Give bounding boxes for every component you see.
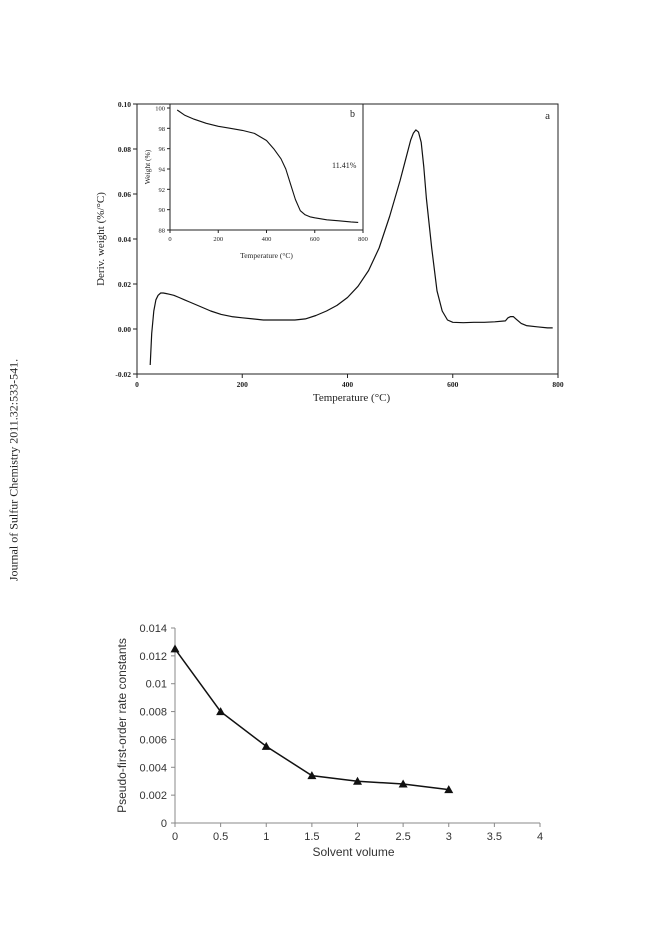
data-point-marker: [353, 776, 362, 785]
y-tick-label: 0.014: [139, 623, 167, 635]
inset-y-tick-label: 92: [159, 187, 166, 194]
inset-y-tick-label: 98: [159, 126, 166, 133]
y-tick-label: 0.01: [146, 679, 167, 691]
x-tick-label: 1.5: [304, 831, 319, 843]
series-line-weight: [176, 109, 359, 223]
inset-frame: [169, 103, 364, 231]
y-axis-label: Pseudo-first-order rate constants: [115, 638, 129, 813]
chart-tga-derivative: -0.02 0.00 0.02 0.04 0.06 0.08 0.10 0 200 400 600 8…: [95, 100, 564, 404]
x-tick-label: 600: [447, 380, 459, 389]
x-tick-label: 0.5: [213, 831, 228, 843]
x-tick-label: 0: [172, 831, 178, 843]
y-tick-label: 0.06: [118, 190, 131, 199]
inset-x-tick-label: 600: [310, 236, 320, 243]
data-point-marker: [398, 779, 408, 788]
panel-label-a: a: [545, 110, 550, 122]
inset-x-axis-label: Temperature (°C): [240, 251, 293, 260]
series-line-rate: [174, 648, 449, 791]
x-tick-label: 4: [537, 831, 543, 843]
x-tick-label: 3: [446, 831, 452, 843]
data-point-marker: [170, 644, 180, 653]
y-tick-label: 0.00: [118, 325, 131, 334]
x-axis-label: Temperature (°C): [313, 392, 391, 404]
x-tick-label: 800: [552, 380, 564, 389]
x-tick-label: 0: [135, 380, 139, 389]
y-tick-label: 0.08: [118, 145, 131, 154]
y-tick-label: 0.008: [139, 707, 167, 719]
data-point-marker: [261, 741, 271, 750]
x-tick-label: 2.5: [395, 831, 410, 843]
inset-y-tick-label: 100: [155, 106, 165, 113]
y-tick-label: 0: [161, 818, 167, 830]
inset-x-tick-label: 400: [262, 236, 272, 243]
x-tick-label: 1: [263, 831, 269, 843]
x-tick-label: 3.5: [487, 831, 502, 843]
inset-y-tick-label: 90: [159, 207, 166, 214]
data-point-marker: [307, 771, 317, 780]
x-tick-label: 200: [237, 380, 249, 389]
chart-rate-constants: 0 0.002 0.004 0.006 0.008 0.01 0.012 0.014 0 0.5 1…: [115, 623, 543, 859]
x-tick-label: 400: [342, 380, 354, 389]
inset-y-axis-label: Weight (%): [143, 149, 152, 184]
inset-annotation-mass-loss: 11.41%: [332, 161, 357, 170]
inset-x-tick-label: 0: [168, 236, 171, 243]
y-tick-label: 0.004: [139, 762, 167, 774]
inset-y-tick-label: 96: [159, 146, 166, 153]
y-tick-label: 0.002: [139, 790, 167, 802]
inset-x-tick-label: 200: [213, 236, 223, 243]
y-tick-label: 0.10: [118, 100, 131, 109]
series-line-deriv-weight: [149, 129, 553, 366]
x-axis-label: Solvent volume: [312, 845, 394, 859]
y-tick-label: 0.02: [118, 280, 131, 289]
data-point-marker: [444, 785, 454, 794]
data-point-marker: [216, 707, 226, 716]
y-axis-label: Deriv. weight (%/°C): [95, 192, 107, 286]
x-tick-label: 2: [354, 831, 360, 843]
inset-x-tick-label: 800: [358, 236, 368, 243]
y-tick-label: 0.04: [118, 235, 131, 244]
inset-y-tick-label: 88: [159, 228, 166, 235]
y-tick-label: -0.02: [115, 370, 131, 379]
panel-label-b: b: [350, 109, 355, 120]
inset-y-tick-label: 94: [159, 167, 166, 174]
y-tick-label: 0.006: [139, 734, 167, 746]
y-tick-label: 0.012: [139, 651, 167, 663]
